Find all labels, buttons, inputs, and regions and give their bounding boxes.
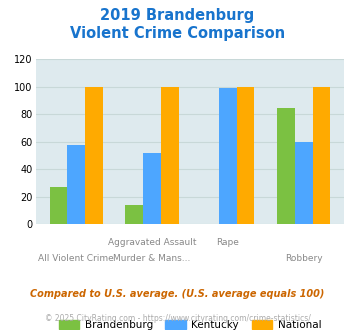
Text: 2019 Brandenburg: 2019 Brandenburg [100, 8, 255, 23]
Text: Compared to U.S. average. (U.S. average equals 100): Compared to U.S. average. (U.S. average … [30, 289, 325, 299]
Bar [237, 87, 255, 224]
Bar [313, 87, 330, 224]
Bar [85, 87, 103, 224]
Bar [50, 187, 67, 224]
Text: All Violent Crime: All Violent Crime [38, 254, 114, 263]
Text: Aggravated Assault: Aggravated Assault [108, 238, 196, 247]
Text: Murder & Mans...: Murder & Mans... [113, 254, 191, 263]
Legend: Brandenburg, Kentucky, National: Brandenburg, Kentucky, National [54, 315, 326, 330]
Bar [67, 145, 85, 224]
Text: Robbery: Robbery [285, 254, 323, 263]
Text: Rape: Rape [217, 238, 239, 247]
Bar [219, 88, 237, 224]
Bar [125, 205, 143, 224]
Bar [277, 108, 295, 224]
Text: © 2025 CityRating.com - https://www.cityrating.com/crime-statistics/: © 2025 CityRating.com - https://www.city… [45, 314, 310, 323]
Text: Violent Crime Comparison: Violent Crime Comparison [70, 26, 285, 41]
Bar [295, 142, 313, 224]
Bar [161, 87, 179, 224]
Bar [143, 153, 161, 224]
